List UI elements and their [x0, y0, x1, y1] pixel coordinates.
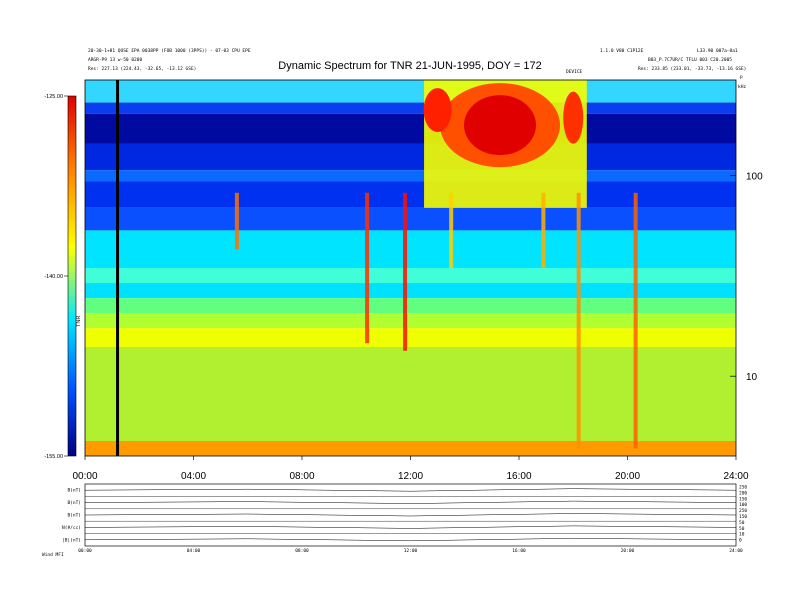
header-left-line3: Res: 227.13 (224.43, -32.65, -13.12 GSE) [88, 66, 196, 72]
spectrogram-band [85, 230, 736, 268]
panel-label: B(nT) [67, 513, 81, 519]
burst-streak [234, 192, 239, 250]
panel-right-tick: 0 [739, 538, 742, 544]
panel-x-tick: 20:00 [621, 548, 635, 554]
panel-frame [84, 483, 737, 547]
panel-trace [84, 513, 737, 517]
panel-right-tick: 150 [739, 496, 747, 502]
x-tick-label: 20:00 [615, 471, 640, 482]
panel-trace [84, 525, 737, 529]
panel-x-tick: 16:00 [512, 548, 526, 554]
x-tick-label: 00:00 [72, 471, 97, 482]
panel-label: B(nT) [67, 488, 81, 494]
data-gap-line [116, 80, 120, 456]
spectrogram-band [85, 113, 736, 144]
burst-streak [365, 192, 370, 344]
spectrogram-band [85, 328, 736, 347]
panel-x-tick: 08:00 [295, 548, 309, 554]
header-center-label: DEVICE [566, 69, 583, 75]
burst-streak [541, 192, 546, 268]
panel-right-tick: 50 [739, 520, 745, 526]
footer-label: Wind MFI [42, 552, 64, 558]
emission-core-peak [464, 95, 537, 156]
spectrogram-band [85, 440, 736, 456]
spectrogram-band [85, 283, 736, 299]
panel-right-tick: 10 [739, 532, 745, 538]
unit-label: kHz [738, 84, 746, 90]
panel-right-tick: 250 [739, 485, 747, 491]
emission-burst [563, 91, 584, 144]
panel-trace [84, 500, 737, 504]
emission-burst [423, 88, 452, 133]
header-right-line2: B03_P.7C7UR/C TFLU 003 C20.2005 [648, 57, 732, 63]
y-axis-ticks: 100 10 [730, 172, 763, 383]
chart-title: Dynamic Spectrum for TNR 21-JUN-1995, DO… [278, 60, 541, 72]
header-right-line1b: L33.90 007a-0a1 [697, 48, 738, 54]
panel-x-tick: 04:00 [187, 548, 201, 554]
spectrogram-band [85, 313, 736, 329]
x-tick-label: 04:00 [181, 471, 206, 482]
colorbar-tick-label: -155.00 [44, 454, 63, 460]
panel-trace [84, 488, 737, 492]
colorbar [67, 95, 77, 457]
header-right-line1: 1.1.0 V80 C1P12E [600, 48, 644, 54]
burst-streak [633, 192, 638, 449]
panel-right-tick: 100 [739, 502, 747, 508]
spectrogram-band [85, 143, 736, 171]
colorbar-ticks: -125.00 -140.00 -155.00 [44, 94, 68, 460]
y-tick-label: 100 [746, 172, 763, 183]
burst-streak [576, 192, 581, 449]
panel-trace [84, 538, 737, 542]
burst-streak [403, 192, 408, 351]
spectrogram-band [85, 346, 736, 441]
panel-x-tick: 24:00 [729, 548, 743, 554]
header-left-line2: ARGR-P9 13 w-50 0200 [88, 57, 142, 63]
spectrogram-band [85, 170, 736, 182]
burst-streak [449, 192, 454, 268]
spectrogram-band [85, 102, 736, 114]
x-tick-label: 16:00 [506, 471, 531, 482]
colorbar-tick-label: -140.00 [44, 274, 63, 280]
spectrogram [85, 80, 736, 456]
x-tick-label: 12:00 [398, 471, 423, 482]
panel-label: N(#/cc) [62, 525, 81, 531]
panel-label: B(nT) [67, 500, 81, 506]
y-tick-label: 10 [746, 372, 758, 383]
spectrogram-band [85, 298, 736, 314]
spectrogram-band [85, 268, 736, 284]
colorbar-tick-label: -125.00 [44, 94, 63, 100]
panel-right-tick: 50 [739, 526, 745, 532]
x-axis-ticks: 00:00 04:00 08:00 12:00 16:00 20:00 24:00 [72, 456, 749, 482]
spectrogram-band [85, 181, 736, 208]
parameter-panels: B(nT)B(nT)B(nT)N(#/cc)|B|(nT)25020015010… [62, 483, 747, 554]
panel-right-tick: 250 [739, 508, 747, 514]
header-left-line1: 20-30-1+81 QOSE EPA 0038PP (FOB 1000 (3P… [88, 48, 251, 54]
colorbar-label: TNR [76, 316, 82, 327]
panel-label: |B|(nT) [62, 537, 81, 543]
header-right-corner: p [740, 75, 743, 80]
panel-right-tick: 200 [739, 490, 747, 496]
spectrogram-band [85, 207, 736, 231]
header-right-line3: Res: 233.85 (233.01, -33.73, -13.16 GSE) [638, 66, 746, 72]
x-tick-label: 08:00 [289, 471, 314, 482]
x-tick-label: 24:00 [723, 471, 748, 482]
panel-right-tick: 150 [739, 514, 747, 520]
panel-x-tick: 12:00 [404, 548, 418, 554]
spectrogram-band [85, 80, 736, 103]
panel-x-tick: 00:00 [78, 548, 92, 554]
